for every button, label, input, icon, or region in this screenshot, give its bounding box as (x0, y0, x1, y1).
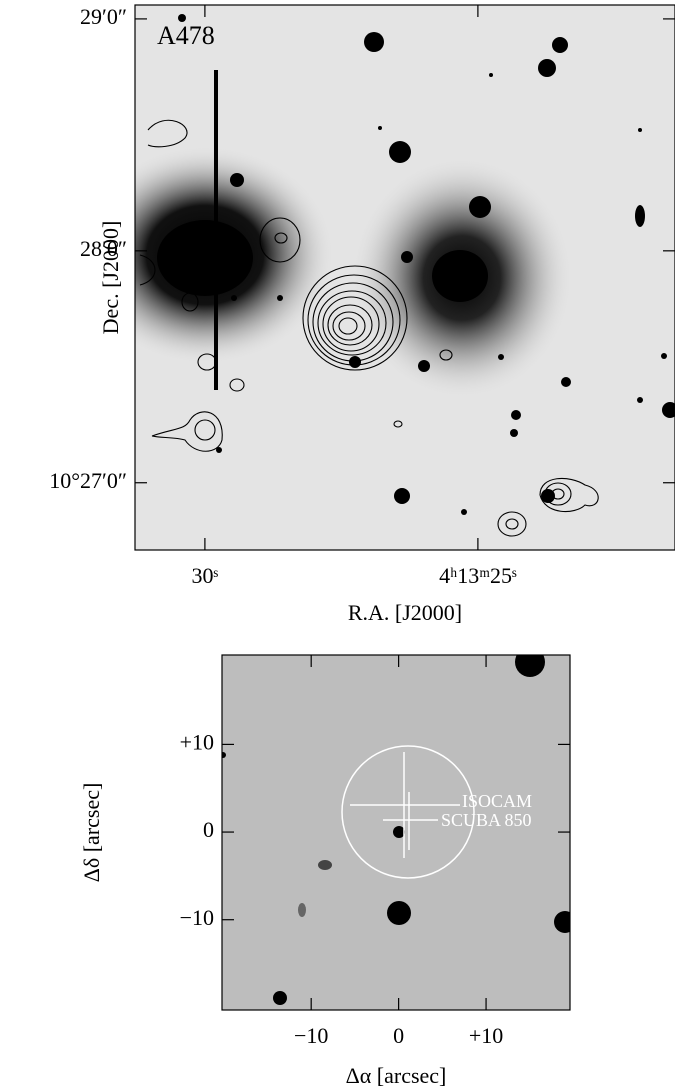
x-tick-label: −10 (294, 1023, 328, 1048)
y-tick-label: 0 (203, 817, 214, 842)
x-axis-label: R.A. [J2000] (348, 600, 462, 625)
x-tick-label: 0 (393, 1023, 404, 1048)
annotation: SCUBA 850 (441, 810, 532, 830)
x-tick-label: 30ˢ (192, 563, 219, 588)
optical-image (75, 5, 675, 550)
y-tick-label: 29′0″ (80, 4, 127, 29)
y-axis-label: Dec. [J2000] (98, 221, 123, 335)
x-tick-label: +10 (469, 1023, 503, 1048)
x-tick-label: 4ʰ13ᵐ25ˢ (439, 563, 517, 588)
y-tick-label: −10 (180, 905, 214, 930)
y-tick-label: 10°27′0″ (49, 468, 127, 493)
figure: A478 ISOCAM SCUBA 850 30ˢ4ʰ13ᵐ25ˢ29′0″28… (0, 0, 675, 1091)
annotation: A478 (157, 21, 215, 50)
y-axis-label: Δδ [arcsec] (79, 783, 104, 883)
x-axis-label: Δα [arcsec] (346, 1063, 447, 1088)
annotation: ISOCAM (462, 791, 532, 811)
y-tick-label: +10 (180, 729, 214, 754)
